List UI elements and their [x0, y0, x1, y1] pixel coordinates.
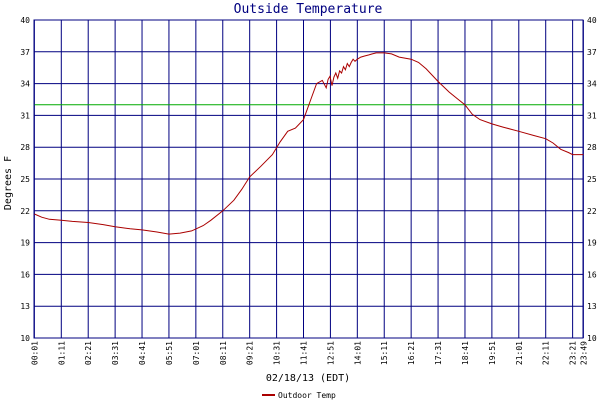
y-tick-label-left: 37 [20, 48, 30, 57]
chart-title: Outside Temperature [234, 2, 383, 17]
y-tick-label-right: 19 [587, 239, 597, 248]
x-tick-label: 05:51 [165, 341, 174, 365]
y-tick-label-left: 40 [20, 16, 30, 25]
x-tick-label: 08:11 [219, 341, 228, 365]
x-tick-label: 22:11 [542, 341, 551, 365]
x-tick-label: 11:41 [300, 341, 309, 365]
y-tick-label-right: 37 [587, 48, 597, 57]
x-tick-label: 19:51 [488, 341, 497, 365]
x-tick-label: 01:11 [57, 341, 66, 365]
y-tick-label-left: 28 [20, 143, 30, 152]
y-tick-label-right: 31 [587, 111, 597, 120]
x-tick-label: 16:21 [407, 341, 416, 365]
x-tick-label: 18:41 [461, 341, 470, 365]
x-axis-label: 02/18/13 (EDT) [266, 373, 350, 384]
y-tick-label-left: 10 [20, 334, 30, 343]
y-tick-label-right: 10 [587, 334, 597, 343]
legend-label-outdoor-temp: Outdoor Temp [278, 391, 336, 400]
series-layer [34, 52, 584, 235]
x-tick-label: 07:01 [192, 341, 201, 365]
y-tick-label-left: 13 [20, 302, 30, 311]
x-tick-label: 15:11 [380, 341, 389, 365]
x-tick-label: 10:31 [273, 341, 282, 365]
plot-frame [33, 19, 584, 339]
x-tick-label: 17:31 [434, 341, 443, 365]
y-tick-label-right: 40 [587, 16, 597, 25]
y-tick-label-right: 22 [587, 207, 597, 216]
y-tick-label-left: 22 [20, 207, 30, 216]
x-tick-label: 03:31 [111, 341, 120, 365]
y-tick-label-right: 34 [587, 80, 597, 89]
x-tick-label: 14:01 [353, 341, 362, 365]
x-tick-label: 04:41 [138, 341, 147, 365]
x-tick-label: 23:21 [569, 341, 578, 365]
y-tick-label-left: 25 [20, 175, 30, 184]
legend: Outdoor Temp [262, 391, 336, 400]
y-tick-label-left: 31 [20, 111, 30, 120]
x-tick-label: 02:21 [84, 341, 93, 365]
x-tick-label: 23:49 [579, 341, 588, 365]
x-tick-labels: 00:01 01:11 02:21 03:31 04:41 05:51 07:01 08:11… [30, 341, 588, 365]
y-tick-labels: 10 10 13 13 16 16 19 19 22 22 25 25 28 28 31 31 34 34 37 37… [20, 16, 596, 343]
x-tick-label: 09:21 [246, 341, 255, 365]
y-axis-label: Degrees F [3, 156, 14, 210]
y-tick-label-right: 16 [587, 270, 597, 279]
y-tick-label-left: 16 [20, 270, 30, 279]
x-tick-label: 12:51 [326, 341, 335, 365]
y-tick-label-right: 25 [587, 175, 597, 184]
y-tick-label-right: 28 [587, 143, 597, 152]
y-tick-label-left: 19 [20, 239, 30, 248]
y-tick-label-left: 34 [20, 80, 30, 89]
y-tick-label-right: 13 [587, 302, 597, 311]
x-tick-label: 21:01 [515, 341, 524, 365]
x-tick-label: 00:01 [30, 341, 39, 365]
plot-frame-layer [33, 19, 584, 339]
series-line-outdoor-temp [34, 52, 584, 235]
